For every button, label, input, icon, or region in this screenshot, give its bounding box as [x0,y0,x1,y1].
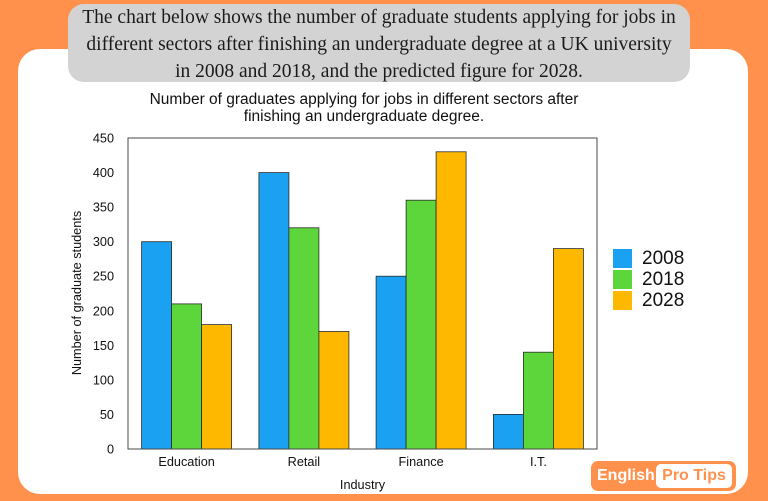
logo-word-pro-tips: Pro Tips [662,467,726,484]
y-tick-label: 150 [93,339,114,353]
legend-swatch-series-1 [613,249,632,268]
bar-it-2008 [492,413,524,450]
legend-swatch-series-2 [613,270,632,289]
y-tick-label: 350 [93,201,114,215]
y-tick-label: 50 [100,408,114,422]
bar-education-2028 [201,324,233,450]
y-tick-label: 200 [93,304,114,318]
chart-title: Number of graduates applying for jobs in… [128,91,600,125]
bar-retail-2018 [288,227,320,450]
logo-pill: Pro Tips [656,464,732,488]
y-tick-label: 400 [93,166,114,180]
x-tick-label-it: I.T. [530,455,547,469]
bar-education-2008 [141,241,173,450]
prompt-line: different sectors after finishing an und… [86,34,672,55]
chart-legend: 2008 2018 2028 [613,248,684,311]
bar-finance-2018 [405,199,437,450]
task-prompt-box: The chart below shows the number of grad… [68,4,690,82]
bar-finance-2028 [435,151,467,450]
plot-border [127,137,598,450]
legend-label: 2018 [642,269,685,290]
legend-label: 2008 [642,248,685,269]
bar-retail-2008 [258,172,290,450]
y-tick-label: 450 [93,132,114,146]
y-tick-label: 250 [93,270,114,284]
legend-item: 2028 [613,290,684,311]
brand-logo: English Pro Tips [591,461,736,491]
bar-it-2018 [523,351,554,450]
legend-item: 2018 [613,269,684,290]
y-tick-label: 0 [107,443,114,457]
legend-item: 2008 [613,248,684,269]
x-axis-label: Industry [339,478,386,492]
logo-word-english: English [597,467,655,484]
bar-it-2028 [553,248,584,450]
x-tick-label-retail: Retail [288,455,320,469]
prompt-line: in 2008 and 2018, and the predicted figu… [175,61,583,82]
bar-retail-2028 [318,331,350,450]
bar-education-2018 [171,303,203,450]
legend-swatch-series-3 [613,291,632,310]
x-tick-label-education: Education [158,455,214,469]
x-tick-label-finance: Finance [399,455,444,469]
chart-title-line: Number of graduates applying for jobs in… [149,91,579,108]
legend-label: 2028 [642,290,685,311]
y-tick-label: 100 [93,373,114,387]
y-axis-label: Number of graduate students [70,210,84,376]
prompt-line: The chart below shows the number of grad… [82,7,676,28]
y-tick-label: 300 [93,235,114,249]
chart-title-line: finishing an undergraduate degree. [243,108,485,125]
bar-finance-2008 [375,275,407,450]
